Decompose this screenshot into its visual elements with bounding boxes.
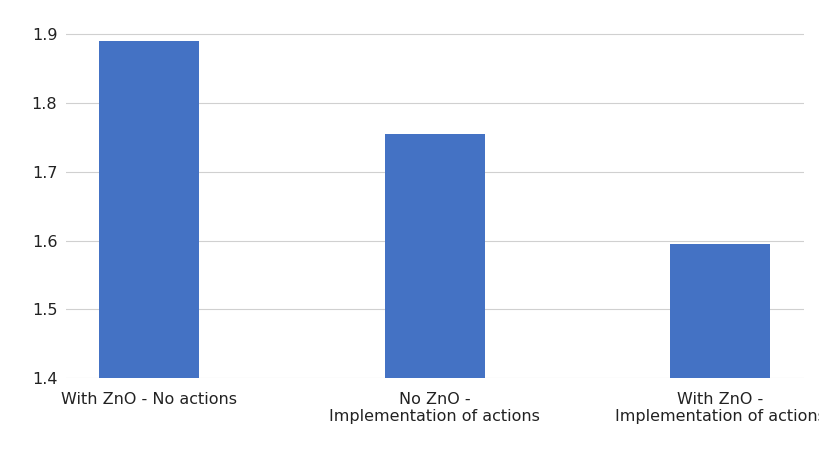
Bar: [384, 134, 484, 461]
Bar: [669, 244, 769, 461]
Bar: [99, 41, 199, 461]
